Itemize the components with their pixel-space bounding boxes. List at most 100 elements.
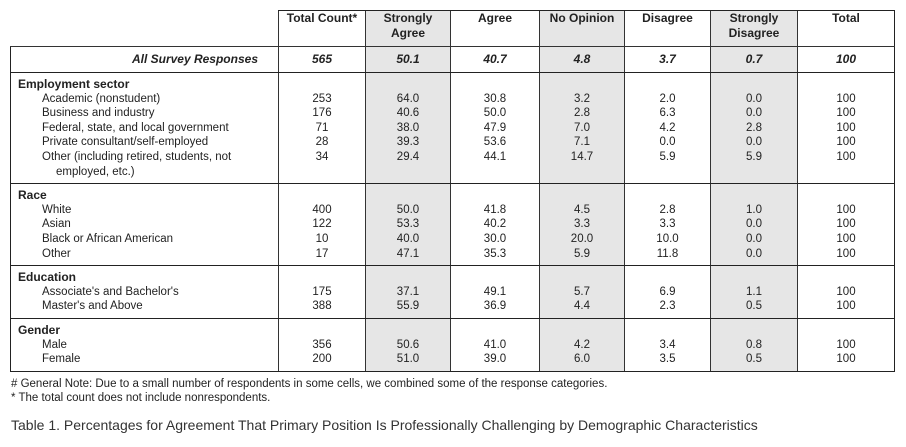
table-cell — [450, 318, 540, 338]
row-label: Academic (nonstudent) — [18, 92, 278, 107]
row-label-text: Other — [42, 247, 71, 260]
table-cell — [539, 265, 625, 285]
table-cell — [278, 265, 366, 285]
group-title: Education — [10, 265, 279, 285]
table-cell: 100 — [797, 202, 895, 218]
table-cell — [278, 72, 366, 92]
table-cell: 53.3 — [365, 217, 451, 232]
table-cell: 6.9 — [624, 284, 711, 300]
row-label-text: Associate's and Bachelor's — [42, 285, 179, 298]
table-cell: 253 — [278, 91, 366, 107]
table-cell: 10.0 — [624, 231, 711, 247]
table-cell: 2.8 — [539, 106, 625, 121]
table-cell: 40.0 — [365, 231, 451, 247]
table-cell — [710, 265, 798, 285]
table-cell: 356 — [278, 337, 366, 353]
table-cell: 30.0 — [450, 231, 540, 247]
row-label-text: Private consultant/self-employed — [42, 136, 209, 149]
row-label-cell: Associate's and Bachelor's — [10, 284, 279, 300]
table-cell: 51.0 — [365, 352, 451, 372]
header-blank — [10, 10, 279, 47]
table-cell — [624, 183, 711, 203]
table-cell: 100 — [797, 135, 895, 150]
table-cell: 35.3 — [450, 246, 540, 267]
table-cell: 17 — [278, 246, 366, 267]
table-cell: 0.5 — [710, 352, 798, 372]
table-cell: 0.0 — [624, 135, 711, 150]
row-label-cell: Asian — [10, 217, 279, 232]
table-cell: 388 — [278, 299, 366, 319]
table-cell: 3.4 — [624, 337, 711, 353]
table-cell: 100 — [797, 231, 895, 247]
table-cell: 5.9 — [624, 149, 711, 185]
row-label: Female — [18, 352, 278, 367]
table-cell: 20.0 — [539, 231, 625, 247]
table-row: Private consultant/self-employed 28 39.3 53… — [10, 135, 895, 150]
table-cell: 50.0 — [365, 202, 451, 218]
row-label-text: White — [42, 203, 72, 216]
table-cell — [450, 265, 540, 285]
group-title: Employment sector — [10, 72, 279, 92]
column-header: Total Count* — [278, 10, 366, 47]
table-cell: 3.2 — [539, 91, 625, 107]
table-cell: 6.0 — [539, 352, 625, 372]
table-row: Male 356 50.6 41.0 4.2 3.4 0.8 100 — [10, 337, 895, 353]
row-label-cell: Master's and Above — [10, 299, 279, 319]
table-cell: 10 — [278, 231, 366, 247]
table-cell: 3.7 — [624, 46, 711, 73]
table-cell: 44.1 — [450, 149, 540, 185]
row-label-cell: Male — [10, 337, 279, 353]
row-label-continuation: employed, etc.) — [56, 165, 135, 178]
table-cell: 41.8 — [450, 202, 540, 218]
table-row: Business and industry 176 40.6 50.0 2.8 6.3 0.… — [10, 106, 895, 121]
row-label: Master's and Above — [18, 299, 278, 314]
table-row: Federal, state, and local government 71 38… — [10, 120, 895, 136]
group-title: Gender — [10, 318, 279, 338]
table-cell: 100 — [797, 91, 895, 107]
table-cell: 100 — [797, 352, 895, 372]
table-cell — [450, 72, 540, 92]
table-cell: 36.9 — [450, 299, 540, 319]
row-label-cell: Female — [10, 352, 279, 372]
table-cell: 30.8 — [450, 91, 540, 107]
row-label-cell: Federal, state, and local government — [10, 120, 279, 136]
table-cell: 4.2 — [624, 120, 711, 136]
row-label: Federal, state, and local government — [18, 121, 278, 136]
table-cell: 14.7 — [539, 149, 625, 185]
table-cell: 3.3 — [539, 217, 625, 232]
table-row: Academic (nonstudent) 253 64.0 30.8 3.2 2.0 0.… — [10, 91, 895, 107]
row-label: Associate's and Bachelor's — [18, 285, 278, 300]
row-label-text: Business and industry — [42, 107, 155, 120]
group-title: Race — [10, 183, 279, 203]
row-label: Black or African American — [18, 232, 278, 247]
row-label-cell: Private consultant/self-employed — [10, 135, 279, 150]
table-cell — [539, 318, 625, 338]
table-cell: 4.2 — [539, 337, 625, 353]
table-cell: 100 — [797, 337, 895, 353]
table-row: Other (including retired, students, not e… — [10, 149, 895, 185]
table-cell: 100 — [797, 120, 895, 136]
row-label-text: Female — [42, 353, 81, 366]
table-cell: 5.9 — [539, 246, 625, 267]
header-row: Total Count* Strongly Agree Agree No Opi… — [10, 10, 895, 47]
row-label: Other (including retired, students, not e… — [18, 150, 278, 179]
table-cell: 55.9 — [365, 299, 451, 319]
column-header: No Opinion — [539, 10, 625, 47]
table-cell: 0.0 — [710, 217, 798, 232]
row-label: All Survey Responses — [10, 46, 279, 73]
row-label: Asian — [18, 217, 278, 232]
column-header: Strongly Agree — [365, 10, 451, 47]
table-cell: 50.6 — [365, 337, 451, 353]
table-cell: 4.4 — [539, 299, 625, 319]
table-cell: 565 — [278, 46, 366, 73]
group-section: Education Associate's and Bachelor's 175 37… — [10, 265, 895, 319]
row-label: Private consultant/self-employed — [18, 135, 278, 150]
table-cell: 100 — [797, 149, 895, 185]
survey-table: Total Count* Strongly Agree Agree No Opi… — [10, 10, 895, 372]
table-cell: 122 — [278, 217, 366, 232]
table-cell — [365, 183, 451, 203]
table-cell: 175 — [278, 284, 366, 300]
table-cell — [797, 183, 895, 203]
table-cell: 47.9 — [450, 120, 540, 136]
row-label: Other — [18, 247, 278, 262]
